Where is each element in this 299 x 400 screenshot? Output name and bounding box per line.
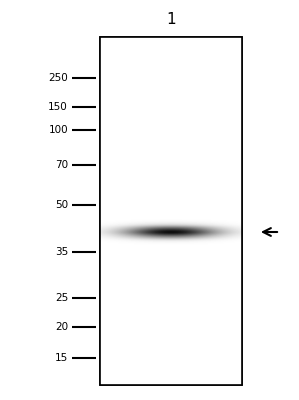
Text: 15: 15 [55, 353, 68, 363]
Bar [100, 37, 242, 385]
Text: 100: 100 [48, 125, 68, 135]
Text: 250: 250 [48, 73, 68, 83]
Text: 20: 20 [55, 322, 68, 332]
Bar [100, 37, 242, 385]
Text: 70: 70 [55, 160, 68, 170]
Text: 150: 150 [48, 102, 68, 112]
Text: 1: 1 [166, 12, 176, 28]
Text: 35: 35 [55, 247, 68, 257]
Text: 50: 50 [55, 200, 68, 210]
Text: 25: 25 [55, 293, 68, 303]
